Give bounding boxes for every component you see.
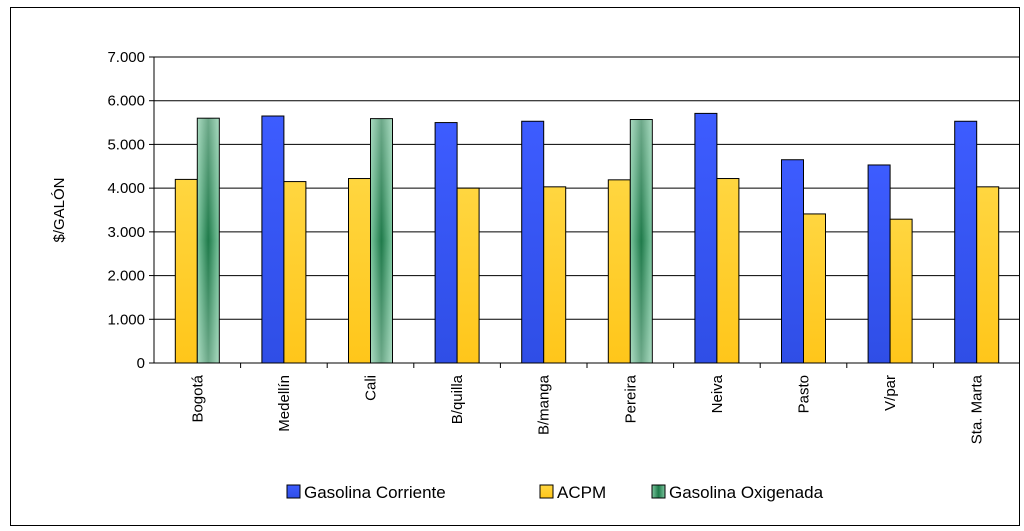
y-axis-title: $/GALÓN xyxy=(51,177,68,242)
legend-label-gasolina-corriente: Gasolina Corriente xyxy=(304,483,446,502)
legend-label-gasolina-oxigenada: Gasolina Oxigenada xyxy=(669,483,824,502)
bar-acpm-cali xyxy=(348,178,371,364)
x-tick-label-bogota: Bogotá xyxy=(189,374,206,422)
bar-shade xyxy=(630,120,652,363)
bar-acpm-sta-marta xyxy=(976,186,1000,364)
x-tick-label-pereira: Pereira xyxy=(622,374,639,423)
bar-acpm-v-par xyxy=(889,218,913,364)
bar-gasolina-corriente-neiva xyxy=(694,112,718,364)
x-tick-label-neiva: Neiva xyxy=(709,374,726,413)
bar-acpm-b-manga xyxy=(543,186,567,364)
x-tick-label-b-manga: B/manga xyxy=(536,374,553,435)
y-tick-label: 5.000 xyxy=(107,136,145,153)
x-tick-label-cali: Cali xyxy=(363,375,380,401)
bar-gasolina-corriente-sta-marta xyxy=(954,120,978,364)
legend: Gasolina Corriente ACPM Gasolina Oxigenada xyxy=(286,483,824,502)
bar-acpm-bogota xyxy=(174,178,198,364)
bar-gasolina-corriente-pasto xyxy=(781,159,804,364)
bar-shade xyxy=(371,119,392,363)
bar-acpm-medellin xyxy=(283,181,307,364)
y-tick-label: 0 xyxy=(137,355,145,372)
y-tick-label: 7.000 xyxy=(107,49,145,66)
bar-gasolina-corriente-b-quilla xyxy=(434,122,458,364)
bar-shade xyxy=(197,118,219,363)
bar-acpm-b-quilla xyxy=(456,187,480,364)
x-tick-label-pasto: Pasto xyxy=(796,375,813,413)
axes: 0 1.000 2.000 3.000 4.000 5.000 6.000 7.000 $/GA… xyxy=(51,49,1020,444)
bar-gasolina-corriente-b-manga xyxy=(521,120,545,364)
legend-swatch-gasolina-oxigenada xyxy=(651,484,666,499)
x-tick-label-v-par: V/par xyxy=(882,375,899,411)
legend-label-acpm: ACPM xyxy=(557,483,606,502)
legend-swatch-acpm xyxy=(539,484,554,499)
y-tick-label: 3.000 xyxy=(107,224,145,241)
bar-gasolina-corriente-v-par xyxy=(867,164,891,364)
bar-gasolina-corriente-medellin xyxy=(261,115,285,364)
y-tick-label: 6.000 xyxy=(107,93,145,110)
y-tick-label: 4.000 xyxy=(107,180,145,197)
bar-acpm-neiva xyxy=(716,178,740,364)
bar-acpm-pereira xyxy=(607,179,631,364)
y-tick-label: 2.000 xyxy=(107,268,145,285)
bars xyxy=(174,112,1000,364)
y-tick-label: 1.000 xyxy=(107,311,145,328)
x-tick-label-medellin: Medellín xyxy=(276,375,293,432)
bar-acpm-pasto xyxy=(803,213,826,364)
x-tick-label-b-quilla: B/quilla xyxy=(449,374,466,424)
legend-swatch-gasolina-corriente xyxy=(286,484,301,499)
x-tick-label-sta-marta: Sta. Marta xyxy=(969,374,986,444)
